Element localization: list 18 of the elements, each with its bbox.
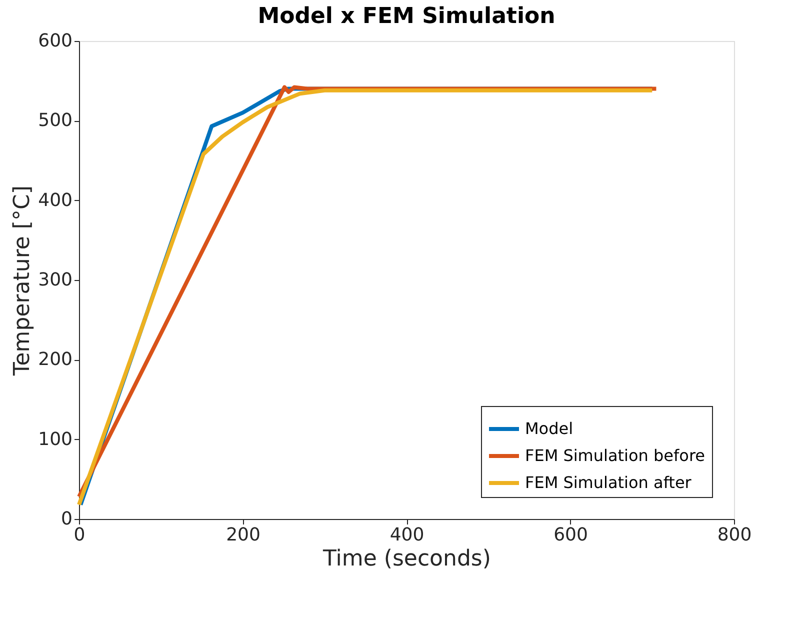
y-tick-label: 0	[61, 508, 72, 530]
x-tick-label: 0	[74, 524, 86, 546]
legend-label: FEM Simulation before	[525, 446, 706, 465]
y-tick-label: 100	[38, 428, 72, 450]
y-tick-label: 300	[38, 270, 72, 290]
x-tick-label: 400	[390, 524, 424, 546]
y-tick-label: 200	[38, 349, 72, 370]
y-axis-title: Temperature [°C]	[10, 186, 36, 376]
y-tick-label: 600	[38, 30, 72, 52]
legend-label: FEM Simulation after	[525, 473, 692, 492]
chart-title: Model x FEM Simulation	[258, 4, 556, 29]
x-tick-label: 800	[717, 524, 752, 546]
y-tick-label: 400	[38, 190, 72, 211]
x-tick-label: 200	[226, 524, 260, 546]
y-tick-label: 500	[38, 110, 72, 132]
x-tick-label: 600	[554, 524, 588, 546]
x-axis-title: Time (seconds)	[322, 546, 491, 572]
legend-label: Model	[525, 419, 574, 438]
